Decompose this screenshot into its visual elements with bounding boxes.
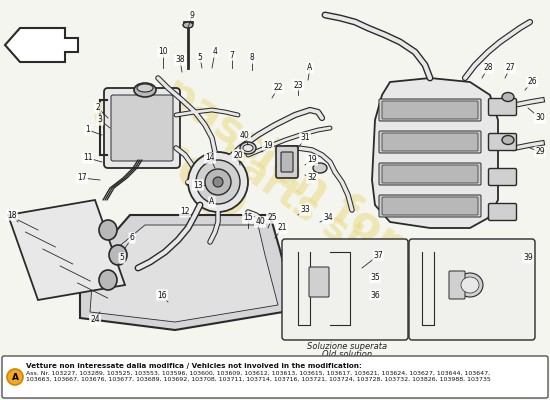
FancyBboxPatch shape	[409, 239, 535, 340]
Text: 37: 37	[373, 252, 383, 260]
Polygon shape	[90, 225, 278, 322]
FancyBboxPatch shape	[488, 204, 516, 220]
Text: A: A	[12, 372, 19, 382]
FancyBboxPatch shape	[282, 239, 408, 340]
Text: 26: 26	[527, 78, 537, 86]
Ellipse shape	[240, 142, 256, 154]
Polygon shape	[80, 215, 295, 330]
Text: 6: 6	[130, 234, 134, 242]
Ellipse shape	[313, 163, 327, 173]
FancyBboxPatch shape	[488, 134, 516, 150]
Ellipse shape	[137, 84, 153, 92]
Circle shape	[213, 177, 223, 187]
Text: Old solution: Old solution	[322, 350, 372, 359]
Text: 38: 38	[175, 56, 185, 64]
Text: 31: 31	[300, 134, 310, 142]
FancyBboxPatch shape	[382, 133, 478, 151]
Text: 12: 12	[180, 208, 190, 216]
Text: 17: 17	[77, 174, 87, 182]
Text: 13: 13	[193, 180, 203, 190]
Text: 16: 16	[157, 290, 167, 300]
Text: 30: 30	[535, 114, 545, 122]
Ellipse shape	[109, 245, 127, 265]
Text: 22: 22	[273, 84, 283, 92]
FancyBboxPatch shape	[379, 163, 481, 185]
Text: 11: 11	[83, 154, 93, 162]
Text: 21: 21	[277, 224, 287, 232]
Text: 40: 40	[240, 130, 250, 140]
Text: 15: 15	[243, 214, 253, 222]
Text: 5: 5	[197, 52, 202, 62]
Text: 24: 24	[90, 316, 100, 324]
FancyBboxPatch shape	[309, 267, 329, 297]
FancyBboxPatch shape	[488, 168, 516, 186]
FancyBboxPatch shape	[382, 165, 478, 183]
Circle shape	[196, 160, 240, 204]
Ellipse shape	[134, 83, 156, 97]
FancyBboxPatch shape	[449, 271, 465, 299]
Text: 8: 8	[250, 54, 254, 62]
Text: 36: 36	[370, 290, 380, 300]
Text: 25: 25	[267, 214, 277, 222]
Ellipse shape	[99, 220, 117, 240]
Text: 35: 35	[370, 274, 380, 282]
Text: Ass. Nr. 103227, 103289, 103525, 103553, 103596, 103600, 103609, 103612, 103613,: Ass. Nr. 103227, 103289, 103525, 103553,…	[26, 371, 491, 382]
Text: A: A	[210, 198, 215, 206]
Text: parts since: parts since	[210, 133, 430, 303]
FancyBboxPatch shape	[111, 95, 173, 161]
Text: 23: 23	[293, 80, 303, 90]
Text: 34: 34	[323, 214, 333, 222]
Text: 33: 33	[300, 206, 310, 214]
Ellipse shape	[502, 136, 514, 144]
Text: europ: europ	[80, 83, 260, 232]
FancyBboxPatch shape	[276, 146, 298, 178]
Circle shape	[7, 369, 23, 385]
FancyBboxPatch shape	[379, 131, 481, 153]
Text: Vetture non interessate dalla modifica / Vehicles not involved in the modificati: Vetture non interessate dalla modifica /…	[26, 363, 362, 369]
FancyBboxPatch shape	[281, 152, 293, 172]
FancyBboxPatch shape	[104, 88, 180, 168]
Text: Soluzione superata: Soluzione superata	[307, 342, 387, 351]
Circle shape	[205, 169, 231, 195]
Ellipse shape	[99, 270, 117, 290]
Text: 19: 19	[263, 140, 273, 150]
Text: 29: 29	[535, 148, 545, 156]
FancyBboxPatch shape	[379, 195, 481, 217]
Ellipse shape	[243, 144, 253, 152]
FancyBboxPatch shape	[488, 98, 516, 116]
Circle shape	[188, 152, 248, 212]
Polygon shape	[8, 200, 125, 300]
Ellipse shape	[457, 273, 483, 297]
Ellipse shape	[183, 22, 193, 28]
Text: 3: 3	[97, 116, 102, 124]
Text: 9: 9	[190, 10, 195, 20]
Text: 39: 39	[523, 254, 533, 262]
Text: 1: 1	[86, 126, 90, 134]
Text: 14: 14	[205, 154, 215, 162]
Polygon shape	[372, 78, 498, 228]
Text: 4: 4	[212, 48, 217, 56]
Text: 10: 10	[158, 48, 168, 56]
Text: 20: 20	[233, 150, 243, 160]
Text: 28: 28	[483, 64, 493, 72]
Text: 18: 18	[7, 210, 16, 220]
Text: A: A	[307, 64, 312, 72]
Text: 19: 19	[307, 156, 317, 164]
FancyBboxPatch shape	[382, 197, 478, 215]
Text: 32: 32	[307, 174, 317, 182]
FancyBboxPatch shape	[379, 99, 481, 121]
Text: 5: 5	[119, 254, 124, 262]
Ellipse shape	[502, 92, 514, 102]
FancyBboxPatch shape	[382, 101, 478, 119]
Text: 2: 2	[96, 104, 100, 112]
FancyBboxPatch shape	[2, 356, 548, 398]
Text: 40: 40	[255, 218, 265, 226]
Polygon shape	[5, 28, 78, 62]
Ellipse shape	[461, 277, 479, 293]
Text: 7: 7	[229, 50, 234, 60]
Text: 27: 27	[505, 64, 515, 72]
Text: passion for: passion for	[155, 68, 409, 264]
